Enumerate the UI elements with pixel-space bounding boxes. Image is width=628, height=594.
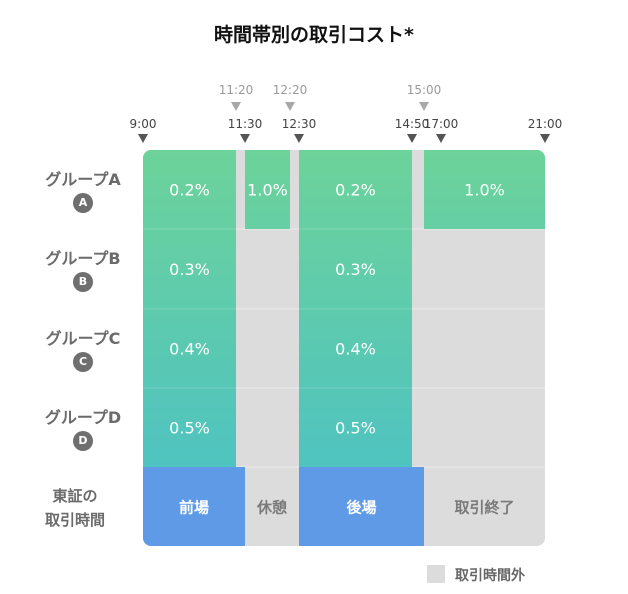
cost-value-label: 0.5%: [169, 419, 210, 438]
cost-value-label: 1.0%: [247, 181, 288, 200]
tick-marker-icon: [407, 134, 417, 143]
sub-tick-label: 11:20: [218, 83, 254, 97]
session-label: 休憩: [256, 499, 287, 517]
legend-label: 取引時間外: [455, 568, 525, 584]
legend-swatch: [427, 565, 445, 583]
tick-label: 21:00: [527, 117, 563, 131]
group-badge-icon: A: [73, 192, 93, 213]
cost-cell-divider: [299, 387, 412, 389]
tick-marker-icon: [285, 102, 295, 111]
row-label: グループB: [45, 249, 121, 268]
cost-cell: [299, 388, 412, 467]
cost-value-label: 0.2%: [335, 181, 376, 200]
cost-cell-divider: [143, 387, 236, 389]
tick-marker-icon: [294, 134, 304, 143]
row-divider: [143, 387, 545, 389]
sub-tick-label: 12:20: [272, 83, 308, 97]
cost-cell: [245, 150, 290, 229]
row-divider: [143, 308, 545, 310]
cost-value-label: 0.2%: [169, 181, 210, 200]
cost-value-label: 0.3%: [169, 260, 210, 279]
group-badge-icon: D: [73, 430, 93, 451]
tick-marker-icon: [231, 102, 241, 111]
session-block: [299, 467, 424, 546]
session-label: 前場: [179, 499, 209, 517]
session-label: 後場: [345, 499, 376, 517]
row-divider: [143, 228, 545, 230]
session-block: [143, 467, 245, 546]
cost-value-label: 0.3%: [335, 260, 376, 279]
group-badge-icon: C: [73, 351, 93, 372]
cost-cell-divider: [299, 308, 412, 310]
cost-cell: [143, 388, 236, 467]
tick-label: 14:50: [394, 117, 430, 131]
cost-cell: [299, 150, 412, 229]
cost-cell: [143, 309, 236, 388]
tick-label: 17:00: [423, 117, 459, 131]
cost-cell: [143, 150, 236, 229]
cost-cell-divider: [143, 228, 236, 230]
sub-tick-label: 15:00: [406, 83, 442, 97]
chart-title: 時間帯別の取引コスト*: [214, 24, 414, 46]
cost-cell-divider: [143, 308, 236, 310]
row-label: グループC: [45, 328, 121, 348]
cost-cell: [299, 309, 412, 388]
cost-cell: [424, 150, 545, 229]
tick-label: 9:00: [129, 117, 157, 131]
row-label: グループA: [45, 169, 121, 189]
group-badge-icon: B: [73, 272, 93, 292]
row-label: グループD: [44, 407, 122, 427]
tick-marker-icon: [138, 134, 148, 143]
session-label: 取引終了: [454, 499, 514, 517]
tick-marker-icon: [419, 102, 429, 111]
tse-row-label-line1: 東証の: [52, 486, 98, 505]
tick-label: 12:30: [281, 117, 317, 131]
cost-cell: [143, 229, 236, 309]
tick-label: 11:30: [227, 117, 263, 131]
cost-cell: [299, 229, 412, 309]
cost-value-label: 1.0%: [464, 181, 505, 200]
cost-value-label: 0.5%: [335, 419, 376, 438]
tick-marker-icon: [240, 134, 250, 143]
cost-cell-divider: [299, 228, 412, 230]
row-divider: [143, 466, 545, 468]
tse-row-label-line2: 取引時間: [44, 510, 105, 529]
cost-value-label: 0.4%: [335, 340, 376, 359]
tick-marker-icon: [436, 134, 446, 143]
off-hours-background: [143, 150, 545, 546]
cost-value-label: 0.4%: [169, 340, 210, 359]
tick-marker-icon: [540, 134, 550, 143]
